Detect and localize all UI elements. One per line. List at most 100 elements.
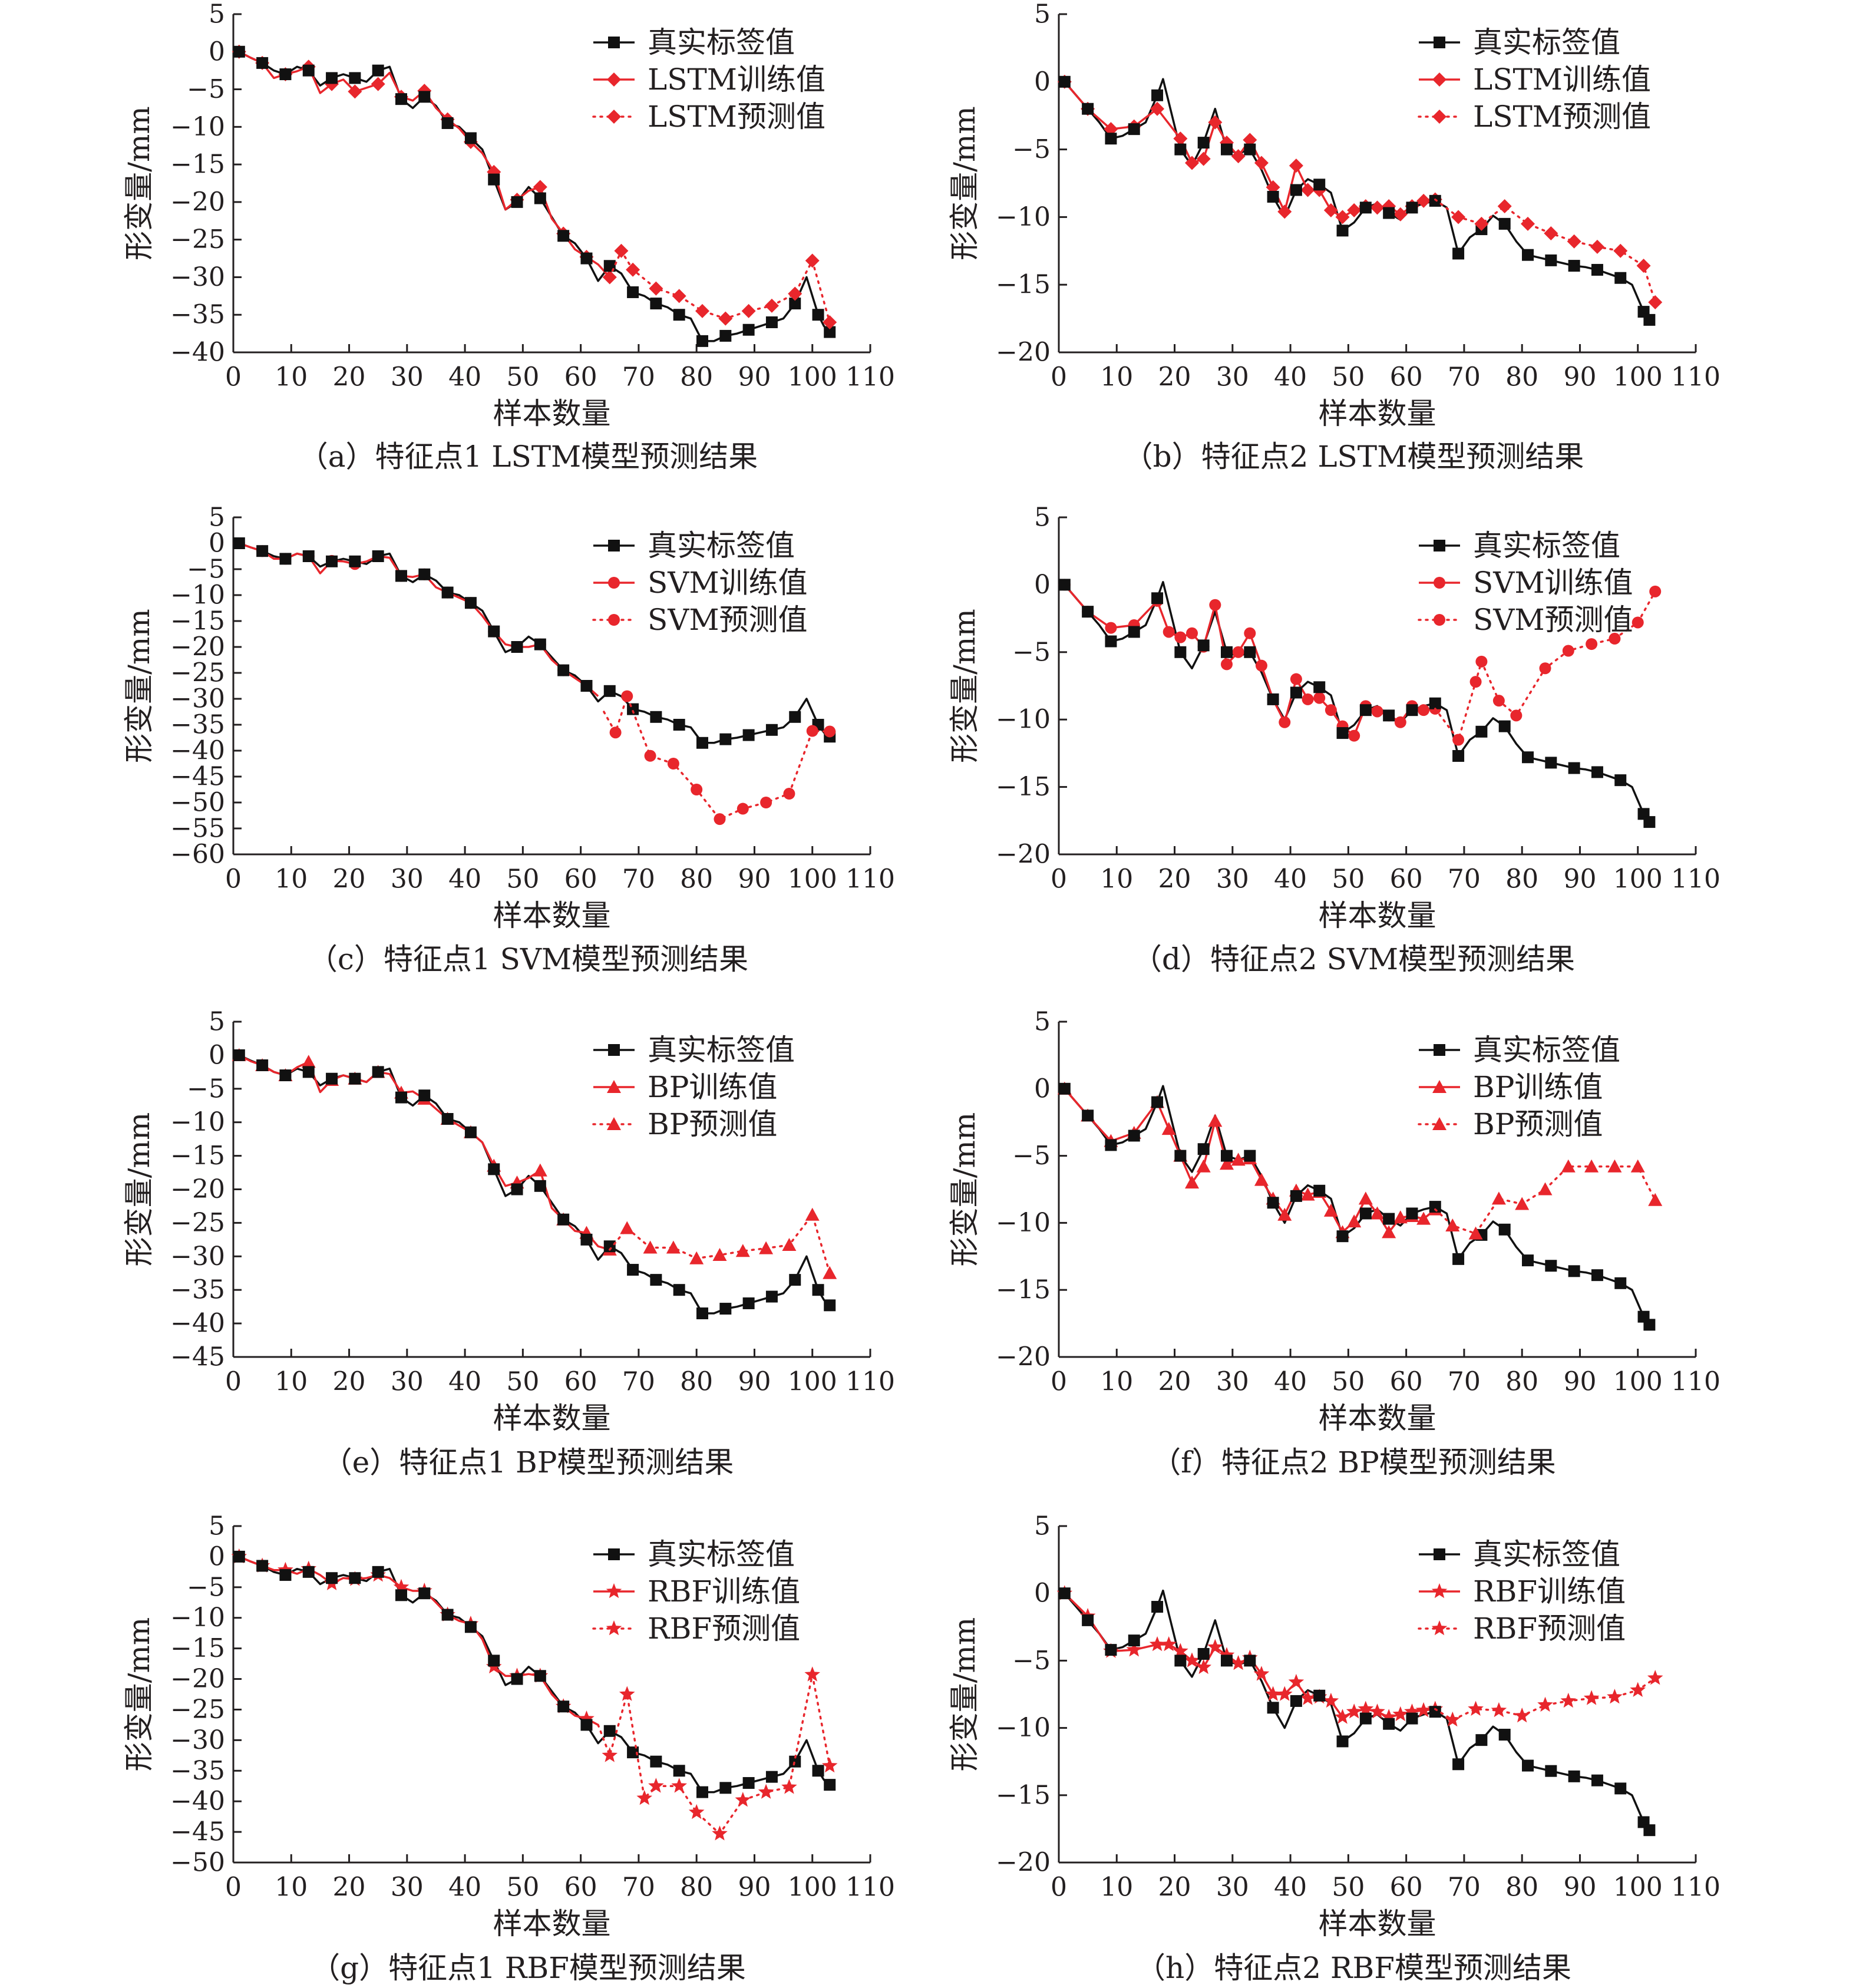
real-point <box>1197 137 1210 149</box>
real-point <box>488 625 500 638</box>
x-tick-label: 70 <box>1448 362 1481 392</box>
x-tick-label: 0 <box>225 362 242 392</box>
train-point <box>1149 1636 1165 1652</box>
real-point <box>1568 260 1580 272</box>
panel-c: 50−5−10−15−20−25−30−35−40−45−50−55−600 10… <box>122 503 895 977</box>
pred-point <box>783 788 795 800</box>
train-point <box>1289 158 1303 173</box>
real-point <box>1244 143 1256 156</box>
y-tick-label: −45 <box>170 762 225 792</box>
pred-point <box>718 311 733 326</box>
y-tick-label: −5 <box>187 1572 225 1602</box>
train-point <box>1163 626 1175 638</box>
real-point <box>302 550 315 562</box>
real-point <box>1568 1770 1580 1782</box>
real-point <box>1359 1207 1372 1220</box>
real-point <box>1267 1702 1279 1714</box>
pred-point <box>714 813 726 825</box>
train-point <box>1266 180 1280 194</box>
real-point <box>1197 1647 1210 1660</box>
real-point <box>1522 751 1534 764</box>
train-point <box>1218 1647 1235 1662</box>
y-tick-label: −15 <box>996 1780 1051 1810</box>
x-tick-label: 0 <box>1051 362 1067 392</box>
real-point <box>488 1163 500 1175</box>
pred-point <box>1445 1218 1460 1231</box>
train-point <box>1302 693 1314 705</box>
pred-point <box>621 690 633 702</box>
real-point <box>673 1765 685 1777</box>
real-point <box>464 597 477 609</box>
y-tick-label: −35 <box>170 1275 225 1305</box>
train-point <box>1185 156 1200 170</box>
real-point <box>279 68 292 81</box>
y-tick-label: −30 <box>170 1725 225 1755</box>
real-point <box>1429 1706 1441 1718</box>
y-tick-label: −10 <box>996 202 1051 232</box>
y-tick-label: −10 <box>996 1208 1051 1238</box>
real-point <box>627 1746 639 1759</box>
real-point <box>1244 646 1256 658</box>
real-point <box>1545 254 1557 266</box>
panel-caption: （b）特征点2 LSTM模型预测结果 <box>1124 440 1584 474</box>
real-point <box>302 1566 315 1578</box>
real-point <box>580 252 593 265</box>
real-point <box>673 309 685 321</box>
pred-point <box>671 1778 687 1793</box>
x-tick-label: 50 <box>506 1367 539 1397</box>
real-point <box>696 1786 709 1798</box>
x-tick-label: 10 <box>275 864 308 894</box>
x-tick-label: 90 <box>738 1367 771 1397</box>
real-point <box>418 1587 431 1600</box>
pred-point <box>804 1666 820 1682</box>
train-point <box>1300 1187 1315 1201</box>
y-tick-label: −50 <box>170 1848 225 1878</box>
train-point <box>301 1055 316 1068</box>
x-tick-label: 80 <box>1505 362 1538 392</box>
train-point <box>1323 203 1338 217</box>
pred-point <box>1584 1159 1599 1173</box>
x-tick-label: 50 <box>506 1873 539 1903</box>
real-point <box>534 192 546 204</box>
train-point <box>1288 1673 1305 1689</box>
legend-marker <box>608 1044 620 1056</box>
x-tick-label: 80 <box>680 1873 713 1903</box>
pred-point <box>735 1244 750 1257</box>
y-tick-label: −35 <box>170 300 225 330</box>
pred-point <box>688 1804 705 1819</box>
panel-d: 50−5−10−15−200 10 20 30 40 50 60 70 80 90 100 110样本… <box>947 503 1720 977</box>
y-tick-label: −20 <box>996 1342 1051 1372</box>
train-point <box>1161 1122 1176 1135</box>
x-tick-label: 0 <box>1051 864 1067 894</box>
y-tick-label: 0 <box>1034 570 1051 600</box>
x-tick-label: 50 <box>1332 864 1365 894</box>
real-point <box>765 1290 778 1303</box>
real-point <box>1643 1824 1656 1837</box>
legend-label: BP训练值 <box>1473 1070 1603 1104</box>
legend-label: LSTM训练值 <box>1473 62 1651 97</box>
legend-marker <box>608 614 620 626</box>
real-point <box>719 733 732 745</box>
train-point <box>1325 704 1337 716</box>
train-point <box>1244 627 1256 639</box>
x-tick-label: 110 <box>1671 864 1720 894</box>
y-tick-label: −10 <box>170 112 225 142</box>
real-point <box>1383 1718 1395 1730</box>
real-point <box>1267 1197 1279 1209</box>
x-tick-label: 30 <box>391 1367 424 1397</box>
real-point <box>511 1183 523 1196</box>
real-point <box>1383 709 1395 722</box>
real-point <box>1452 749 1465 762</box>
panel-h: 50−5−10−15−200 10 20 30 40 50 60 70 80 90 100 110样本… <box>947 1511 1720 1986</box>
x-tick-label: 60 <box>1390 864 1423 894</box>
pred-point <box>1514 1708 1530 1723</box>
train-point <box>1173 131 1188 146</box>
x-axis-label: 样本数量 <box>1319 1401 1436 1435</box>
real-point <box>1406 202 1418 214</box>
x-tick-label: 60 <box>564 1367 597 1397</box>
train-point <box>1104 122 1118 137</box>
legend-marker <box>608 540 620 552</box>
train-point <box>1335 210 1350 224</box>
real-point <box>1082 103 1094 115</box>
